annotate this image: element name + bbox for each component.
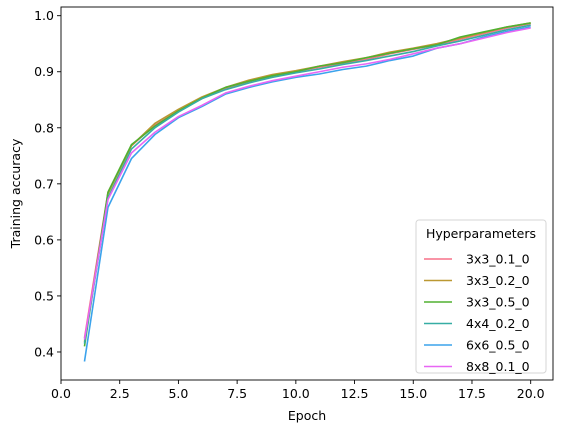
legend-title: Hyperparameters (426, 226, 536, 241)
legend-items: 3x3_0.1_0 3x3_0.2_0 3x3_0.5_0 4x4_0.2_0 6x6_… (424, 252, 530, 374)
legend-label-5: 8x8_0.1_0 (466, 359, 530, 374)
legend-label-1: 3x3_0.2_0 (466, 273, 530, 288)
y-tick-label: 0.6 (34, 232, 54, 247)
y-axis-label: Training accuracy (8, 138, 23, 249)
y-tick-label: 0.9 (34, 64, 54, 79)
x-tick-label: 2.5 (110, 386, 130, 401)
x-tick-label: 12.5 (341, 386, 369, 401)
legend: Hyperparameters 3x3_0.1_03x3_0.2_03x3_0.… (415, 219, 547, 374)
x-axis-ticks: 0.0 2.5 5.0 7.5 10.0 12.5 15.0 17.5 20.0 (51, 380, 545, 401)
legend-label-0: 3x3_0.1_0 (466, 252, 530, 267)
y-tick-label: 0.7 (34, 176, 54, 191)
x-tick-label: 17.5 (458, 386, 486, 401)
series-line-3 (83, 24, 531, 344)
y-tick-label: 1.0 (34, 8, 54, 23)
legend-label-4: 6x6_0.5_0 (466, 338, 530, 353)
series-lines (83, 22, 531, 362)
x-tick-label: 15.0 (399, 386, 427, 401)
legend-label-2: 3x3_0.5_0 (466, 295, 530, 310)
x-tick-label: 0.0 (51, 386, 71, 401)
x-tick-label: 10.0 (282, 386, 310, 401)
y-tick-label: 0.8 (34, 120, 54, 135)
x-tick-label: 20.0 (517, 386, 545, 401)
x-tick-label: 7.5 (227, 386, 247, 401)
plot-frame (60, 6, 554, 381)
x-tick-label: 5.0 (168, 386, 188, 401)
series-line-2 (83, 22, 531, 347)
x-axis-label: Epoch (288, 408, 326, 423)
y-axis-ticks: 0.4 0.5 0.6 0.7 0.8 0.9 1.0 (34, 8, 61, 359)
y-tick-label: 0.5 (34, 288, 54, 303)
y-tick-label: 0.4 (34, 344, 54, 359)
legend-label-3: 4x4_0.2_0 (466, 316, 530, 331)
series-line-5 (83, 27, 531, 340)
